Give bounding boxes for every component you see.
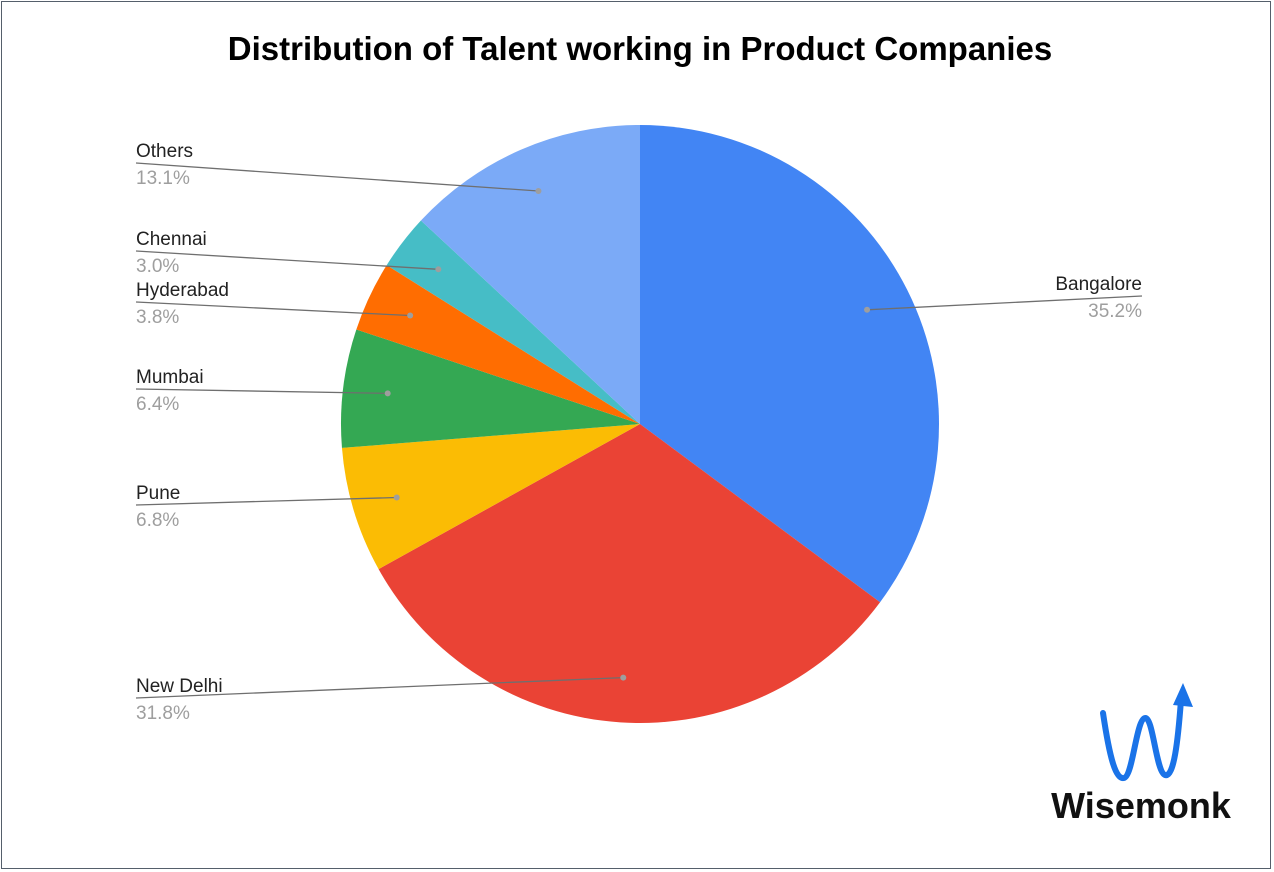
leader-line-hyderabad [135, 301, 411, 317]
pie-slice-chennai [386, 220, 640, 424]
leader-dot-hyderabad [407, 312, 414, 319]
leader-line-bangalore [867, 295, 1143, 311]
leader-line-others [135, 162, 539, 192]
slice-labels: Bangalore 35.2% New Delhi 31.8% Pune 6.8% Mumb… [135, 141, 1143, 724]
logo-mark-icon [1100, 697, 1184, 782]
slice-percent-hyderabad: 3.8% [136, 307, 179, 328]
leader-line-mumbai [135, 388, 388, 395]
slice-label-chennai: Chennai [136, 229, 207, 250]
slice-percent-mumbai: 6.4% [136, 394, 179, 415]
slice-label-mumbai: Mumbai [136, 367, 204, 388]
slice-label-pune: Pune [136, 483, 180, 504]
slice-label-bangalore: Bangalore [1055, 274, 1142, 295]
pie-slice-pune [341, 424, 640, 570]
leader-dot-bangalore [864, 306, 871, 313]
leader-dot-others [535, 188, 542, 195]
pie-slice-bangalore [640, 125, 939, 603]
slice-label-hyderabad: Hyderabad [136, 280, 229, 301]
leader-line-chennai [135, 250, 439, 270]
slice-percent-chennai: 3.0% [136, 256, 179, 277]
logo-arrow-icon [1173, 683, 1193, 707]
leader-line-new-delhi [135, 676, 624, 699]
leader-dot-pune [393, 494, 400, 501]
slice-percent-others: 13.1% [136, 168, 190, 189]
slice-percent-bangalore: 35.2% [1088, 301, 1142, 322]
leader-dot-new-delhi [620, 674, 627, 681]
pie-slice-new-delhi [378, 424, 881, 723]
slice-label-new-delhi: New Delhi [136, 676, 223, 697]
wisemonk-logo: Wisemonk [1051, 683, 1232, 826]
leader-dot-chennai [435, 266, 442, 273]
slice-percent-new-delhi: 31.8% [136, 703, 190, 724]
pie-slice-mumbai [341, 329, 640, 448]
slice-percent-pune: 6.8% [136, 510, 179, 531]
leader-line-pune [135, 496, 397, 506]
pie-slice-others [420, 125, 640, 424]
pie-slices [341, 125, 939, 723]
pie-slice-hyderabad [356, 265, 640, 424]
logo-text: Wisemonk [1051, 785, 1232, 826]
leader-dot-mumbai [384, 390, 391, 397]
slice-label-others: Others [136, 141, 193, 162]
chart-title: Distribution of Talent working in Produc… [228, 30, 1052, 67]
